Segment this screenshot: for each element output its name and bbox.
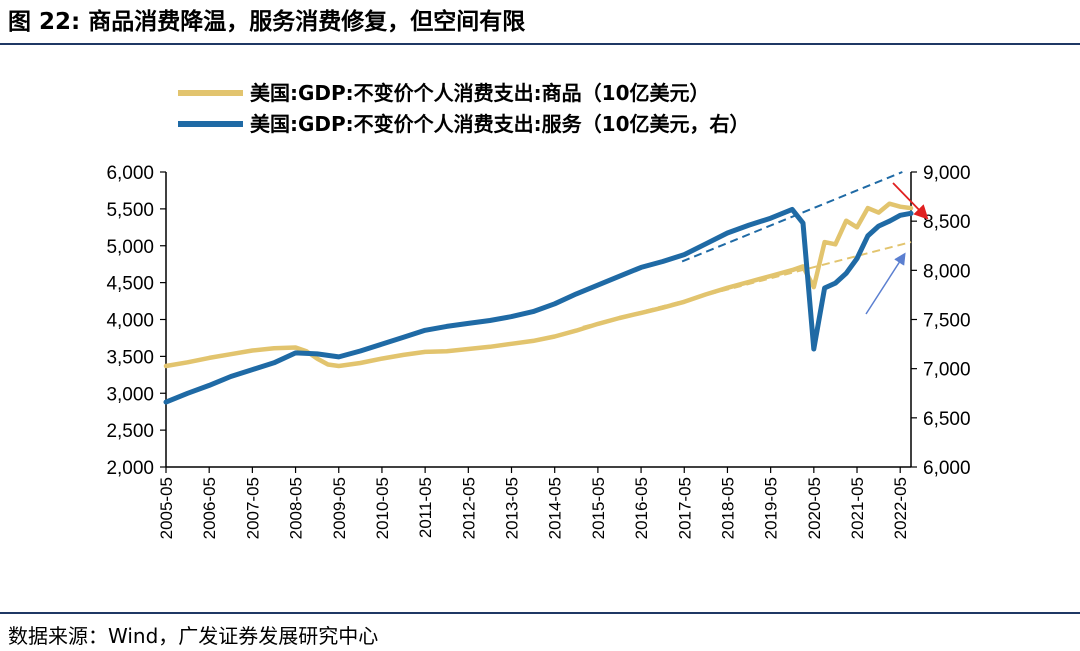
y-right-tick-label: 7,500	[923, 311, 971, 332]
down-arrow	[892, 182, 929, 220]
up-arrow	[865, 252, 906, 315]
x-tick-label: 2009-05	[330, 477, 349, 539]
x-tick-label: 2016-05	[632, 477, 651, 539]
series-line-services	[163, 206, 914, 405]
x-tick-label: 2021-05	[848, 477, 867, 539]
y-left-tick-label: 4,500	[106, 274, 154, 295]
source-rule	[0, 612, 1080, 614]
y-left-tick-label: 3,000	[106, 384, 154, 405]
x-tick-label: 2014-05	[546, 477, 565, 539]
x-tick-label: 2008-05	[287, 477, 306, 539]
figure-title-text: 商品消费降温，服务消费修复，但空间有限	[88, 9, 526, 35]
legend-label-goods: 美国:GDP:不变价个人消费支出:商品（10亿美元）	[250, 81, 710, 105]
line-chart: 美国:GDP:不变价个人消费支出:商品（10亿美元） 美国:GDP:不变价个人消…	[106, 81, 970, 539]
y-right-tick-label: 9,000	[923, 163, 971, 184]
x-tick-label: 2015-05	[589, 477, 608, 539]
x-tick-label: 2020-05	[805, 477, 824, 539]
trend-line-services	[681, 171, 903, 263]
chart-legend: 美国:GDP:不变价个人消费支出:商品（10亿美元） 美国:GDP:不变价个人消…	[178, 81, 750, 136]
y-right-tick-label: 8,500	[923, 212, 971, 233]
source-note: 数据来源：Wind，广发证券发展研究中心	[8, 624, 379, 648]
chart-axes: 2,000 2,500 3,000 3,500 4,000 4,500 5,000 5,500…	[106, 163, 970, 539]
y-left-tick-label: 2,000	[106, 458, 154, 479]
x-tick-label: 2012-05	[459, 477, 478, 539]
legend-label-services: 美国:GDP:不变价个人消费支出:服务（10亿美元，右）	[250, 112, 750, 136]
x-tick-label: 2017-05	[675, 477, 694, 539]
y-left-tick-label: 3,500	[106, 347, 154, 368]
x-tick-label: 2010-05	[373, 477, 392, 539]
y-left-tick-label: 2,500	[106, 421, 154, 442]
annotation-arrows	[865, 182, 929, 315]
title-rule	[0, 43, 1080, 45]
y-right-tick-label: 7,000	[923, 360, 971, 381]
x-tick-label: 2013-05	[503, 477, 522, 539]
figure-label: 图 22:	[8, 9, 81, 35]
y-right-tick-label: 6,500	[923, 409, 971, 430]
x-tick-label: 2019-05	[762, 477, 781, 539]
x-tick-label: 2006-05	[200, 477, 219, 539]
x-tick-label: 2018-05	[718, 477, 737, 539]
y-left-tick-label: 5,000	[106, 237, 154, 258]
y-left-tick-label: 5,500	[106, 200, 154, 221]
x-tick-label: 2022-05	[891, 477, 910, 539]
series-line-goods	[163, 201, 914, 369]
y-left-tick-label: 4,000	[106, 311, 154, 332]
x-tick-label: 2005-05	[157, 477, 176, 539]
y-left-tick-label: 6,000	[106, 163, 154, 184]
figure-title: 图 22: 商品消费降温，服务消费修复，但空间有限	[8, 2, 525, 36]
y-right-tick-label: 8,000	[923, 261, 971, 282]
x-tick-label: 2007-05	[243, 477, 262, 539]
chart-series	[163, 201, 914, 405]
y-right-tick-label: 6,000	[923, 458, 971, 479]
x-tick-label: 2011-05	[416, 477, 435, 538]
